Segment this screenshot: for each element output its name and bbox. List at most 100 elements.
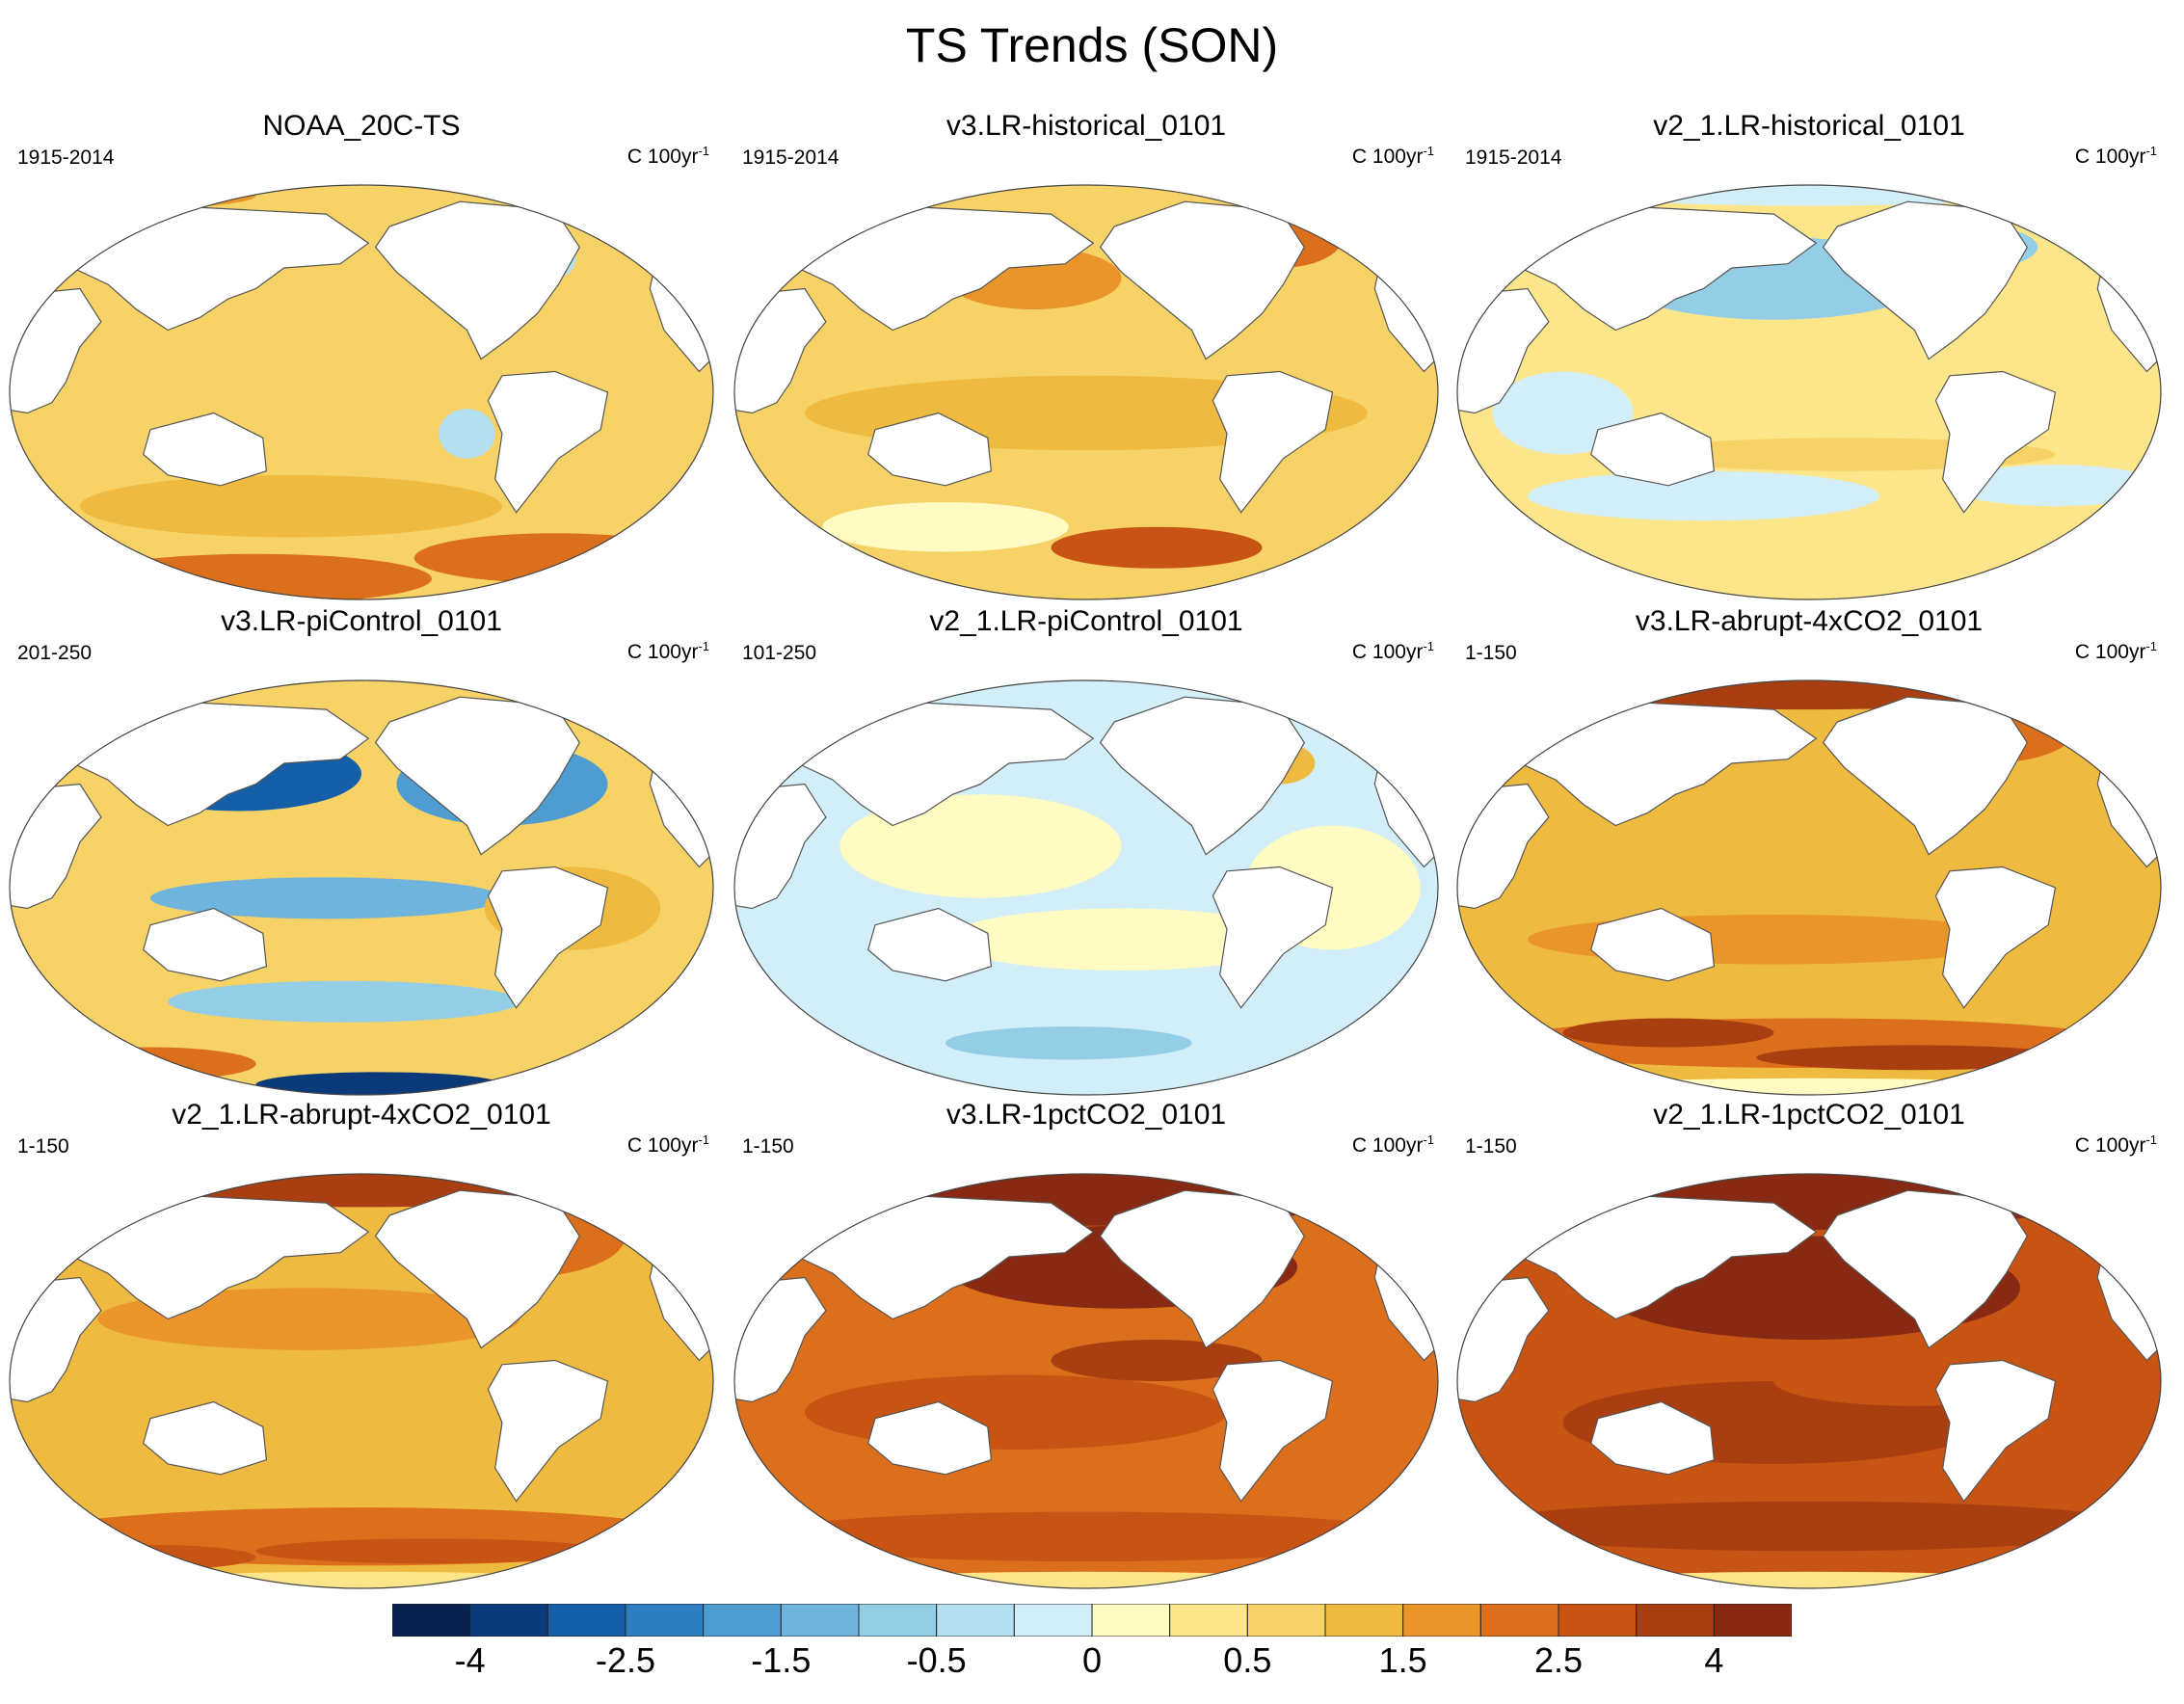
panel-period: 1-150 (742, 1135, 794, 1158)
colorbar-swatch (1169, 1604, 1248, 1637)
trend-anomaly-region (255, 1072, 502, 1095)
trend-anomaly-region (80, 553, 432, 599)
colorbar-swatch (780, 1604, 860, 1637)
colorbar-tick-label: 1.5 (1378, 1640, 1427, 1680)
panel-period: 1915-2014 (17, 146, 115, 169)
trend-anomaly-region (769, 1571, 1403, 1588)
trend-map (733, 679, 1439, 1096)
panel-period: 1915-2014 (1465, 146, 1562, 169)
map-panel: v2_1.LR-abrupt-4xCO2_0101 1-150 C 100yr-1 (0, 1099, 723, 1600)
land-mass (1296, 185, 1369, 231)
colorbar-tick-label: 0 (1081, 1640, 1103, 1680)
trend-map (1456, 184, 2162, 600)
land-mass (2019, 185, 2091, 231)
panel-title: v3.LR-1pctCO2_0101 (946, 1099, 1227, 1131)
trend-anomaly-region (44, 185, 256, 208)
panel-title: v3.LR-historical_0101 (946, 110, 1227, 142)
land-mass (783, 1193, 1095, 1320)
trend-map (1456, 1173, 2162, 1589)
trend-anomaly-region (805, 1374, 1227, 1450)
panel-units: C 100yr-1 (626, 639, 709, 663)
trend-anomaly-region (1492, 1174, 2126, 1231)
trend-anomaly-region (1492, 1571, 2126, 1588)
land-mass (867, 907, 993, 982)
land-mass (572, 185, 644, 231)
colorbar-swatch (1558, 1604, 1638, 1637)
trend-map (9, 679, 714, 1096)
land-mass (1934, 865, 2057, 1009)
trend-anomaly-region (44, 1571, 679, 1588)
trend-map (733, 184, 1439, 600)
land-mass (487, 370, 609, 514)
land-mass (1212, 865, 1334, 1009)
land-mass (2019, 680, 2091, 727)
land-mass (487, 865, 609, 1009)
trend-anomaly-region (946, 908, 1297, 971)
trend-anomaly-region (44, 1047, 256, 1080)
colorbar-swatch (703, 1604, 782, 1637)
map-panel: v2_1.LR-1pctCO2_0101 1-150 C 100yr-1 (1448, 1099, 2171, 1600)
trend-map (1456, 679, 2162, 1096)
panel-title: v2_1.LR-historical_0101 (1653, 110, 1965, 142)
panel-title: v2_1.LR-piControl_0101 (929, 605, 1243, 637)
map-panel: v3.LR-piControl_0101 201-250 C 100yr-1 (0, 605, 723, 1106)
panel-period: 1-150 (1465, 1135, 1517, 1158)
panel-title: NOAA_20C-TS (262, 110, 461, 142)
panel-units: C 100yr-1 (1351, 144, 1434, 168)
colorbar-swatch (1246, 1604, 1326, 1637)
land-mass (572, 1174, 644, 1220)
trend-anomaly-region (1051, 1340, 1263, 1381)
land-mass (487, 1359, 609, 1503)
panel-title: v3.LR-abrupt-4xCO2_0101 (1635, 605, 1984, 637)
land-mass (572, 680, 644, 727)
colorbar-tick-label: -2.5 (595, 1640, 656, 1680)
land-mass (1590, 907, 1716, 982)
land-mass (783, 204, 1095, 332)
panel-period: 201-250 (17, 642, 93, 664)
trend-anomaly-region (769, 1174, 1403, 1226)
colorbar-tick-label: -4 (454, 1640, 486, 1680)
panel-period: 1-150 (1465, 642, 1517, 664)
trend-anomaly-region (822, 501, 1069, 552)
land-mass (1934, 370, 2057, 514)
land-mass (58, 204, 370, 332)
trend-anomaly-region (1051, 526, 1263, 569)
land-mass (1296, 1174, 1369, 1220)
colorbar-swatch (392, 1604, 471, 1637)
panel-units: C 100yr-1 (626, 1132, 709, 1157)
panel-units: C 100yr-1 (2074, 144, 2157, 168)
trend-anomaly-region (1950, 465, 2161, 507)
trend-anomaly-region (44, 1544, 256, 1570)
trend-anomaly-region (752, 1511, 1421, 1562)
panel-units: C 100yr-1 (626, 144, 709, 168)
land-mass (2019, 1174, 2091, 1220)
trend-anomaly-region (168, 980, 520, 1023)
land-mass (1590, 1400, 1716, 1476)
colorbar-swatch (1402, 1604, 1481, 1637)
colorbar-swatch (1013, 1604, 1093, 1637)
trend-anomaly-region (839, 794, 1122, 898)
land-mass (143, 1400, 268, 1476)
trend-anomaly-region (1475, 1501, 2144, 1552)
colorbar-swatch (1479, 1604, 1559, 1637)
land-mass (1296, 680, 1369, 727)
panel-title: v2_1.LR-1pctCO2_0101 (1653, 1099, 1965, 1131)
panel-units: C 100yr-1 (2074, 639, 2157, 663)
trend-map (9, 1173, 714, 1589)
panel-units: C 100yr-1 (2074, 1132, 2157, 1157)
trend-anomaly-region (1756, 1045, 2073, 1071)
land-mass (1505, 1193, 1818, 1320)
land-mass (783, 700, 1095, 827)
figure-title: TS Trends (SON) (905, 18, 1279, 72)
colorbar (392, 1604, 1792, 1637)
map-panel: v3.LR-1pctCO2_0101 1-150 C 100yr-1 (725, 1099, 1448, 1600)
land-mass (143, 907, 268, 982)
panel-period: 1-150 (17, 1135, 69, 1158)
panel-period: 1915-2014 (742, 146, 839, 169)
trend-anomaly-region (44, 562, 186, 596)
colorbar-tick-label: -1.5 (751, 1640, 812, 1680)
trend-anomaly-region (80, 475, 502, 538)
trend-anomaly-region (150, 877, 502, 919)
colorbar-swatch (936, 1604, 1015, 1637)
trend-map (9, 184, 714, 600)
